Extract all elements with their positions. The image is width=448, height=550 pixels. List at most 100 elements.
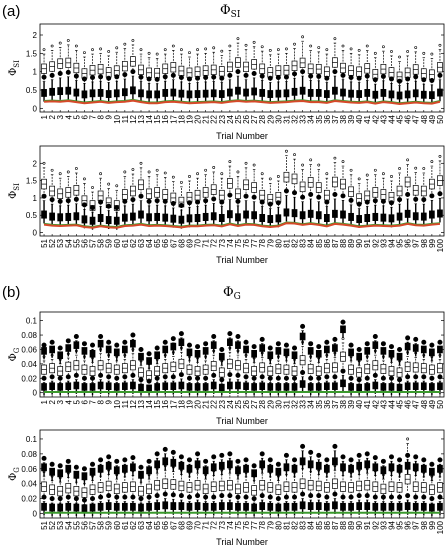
x-tick-label: 56 (80, 238, 89, 247)
outlier-point (259, 199, 265, 205)
x-tick-label: 41 (363, 114, 372, 123)
x-axis-label: Trial Number (216, 255, 268, 265)
outlier-point (244, 353, 248, 357)
outlier-point (372, 455, 378, 461)
box (73, 212, 80, 221)
box (130, 463, 136, 472)
outlier-point (349, 355, 353, 359)
outlier-point (107, 353, 111, 357)
panel-title-a-main: Φ (220, 3, 231, 18)
outlier-point (380, 494, 386, 500)
box (146, 384, 152, 393)
outlier-point (340, 193, 346, 199)
x-tick-label: 69 (185, 520, 194, 529)
outlier-point (49, 374, 55, 380)
x-tick-label: 4 (64, 399, 73, 404)
outlier-point (123, 471, 127, 474)
box (380, 213, 387, 222)
x-tick-label: 83 (299, 238, 308, 247)
x-tick-label: 17 (169, 114, 178, 123)
outlier-point (356, 346, 362, 352)
outlier-point (154, 345, 160, 351)
x-tick-label: 75 (234, 238, 243, 247)
box (299, 457, 306, 466)
outlier-point (122, 494, 128, 500)
outlier-point (107, 50, 111, 53)
x-tick-label: 58 (97, 520, 106, 529)
x-tick-label: 54 (64, 238, 73, 247)
box (130, 381, 136, 390)
x-tick-label: 67 (169, 238, 178, 247)
box (121, 345, 128, 354)
outlier-point (195, 451, 201, 457)
box (121, 88, 128, 97)
outlier-point (49, 339, 55, 345)
box (396, 352, 403, 361)
outlier-point (163, 353, 167, 357)
x-tick-label: 32 (291, 399, 300, 408)
outlier-point (324, 75, 330, 81)
box (218, 352, 225, 361)
x-tick-label: 38 (339, 114, 348, 123)
outlier-point (301, 340, 305, 344)
plot-b-bottom: 0 0.02 0.04 0.06 0.08 0.1 ΦG 51 52 53 54 55 56 57 58 59… (8, 429, 445, 547)
outlier-point (332, 336, 338, 342)
box (267, 90, 274, 98)
outlier-point (211, 196, 217, 202)
x-tick-label: 92 (371, 238, 380, 247)
outlier-point (421, 197, 427, 203)
outlier-point (276, 355, 280, 359)
box (89, 349, 96, 358)
outlier-point (364, 199, 370, 205)
x-tick-label: 57 (89, 520, 98, 529)
outlier-point (98, 372, 104, 378)
x-tick-label: 8 (97, 114, 106, 119)
box (299, 380, 306, 388)
outlier-point (170, 492, 176, 498)
outlier-point (212, 166, 216, 169)
outlier-point (170, 72, 176, 78)
outlier-point (301, 163, 305, 167)
x-tick-label: 90 (355, 238, 364, 247)
x-tick-label: 15 (153, 114, 162, 123)
outlier-point (219, 346, 225, 352)
outlier-point (317, 46, 321, 49)
x-tick-label: 61 (121, 238, 130, 247)
outlier-point (139, 359, 143, 363)
outlier-point (98, 333, 104, 339)
outlier-point (398, 167, 401, 170)
x-tick-label: 81 (282, 520, 291, 529)
outlier-point (397, 197, 403, 203)
outlier-point (356, 452, 362, 458)
x-tick-label: 91 (363, 238, 372, 247)
outlier-point (236, 349, 240, 353)
y-tick-label: 0.5 (26, 86, 38, 95)
y-tick-label: 0 (33, 389, 38, 398)
x-tick-label: 44 (387, 114, 396, 123)
x-tick-label: 85 (315, 520, 324, 529)
outlier-point (390, 50, 393, 53)
outlier-point (170, 200, 176, 206)
box (41, 383, 47, 391)
y-tick-label: 0.02 (21, 374, 37, 383)
box (315, 383, 322, 391)
outlier-point (114, 458, 120, 464)
box (170, 88, 177, 97)
outlier-point (380, 458, 386, 464)
outlier-point (115, 355, 119, 359)
outlier-point (243, 339, 249, 345)
box (154, 460, 161, 469)
outlier-point (243, 494, 249, 500)
outlier-point (41, 193, 47, 199)
box (154, 90, 161, 99)
box (202, 212, 209, 221)
outlier-point (316, 452, 322, 458)
outlier-point (349, 47, 353, 51)
box (340, 88, 346, 97)
outlier-point (90, 461, 96, 467)
box (227, 381, 233, 390)
outlier-point (122, 339, 128, 345)
outlier-point (228, 160, 232, 163)
x-tick-label: 78 (258, 520, 267, 529)
outlier-point (332, 443, 338, 449)
